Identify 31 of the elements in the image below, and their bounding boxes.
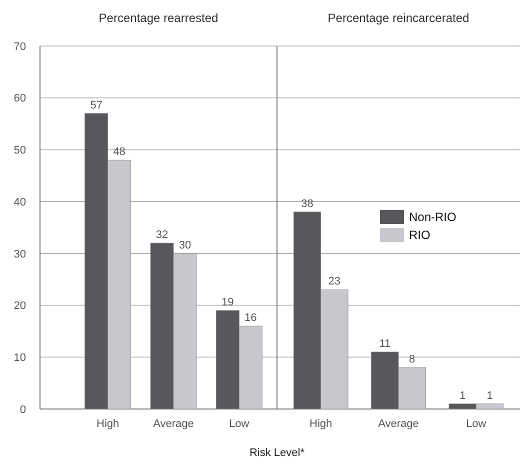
data-label: 30 [178, 239, 192, 252]
x-tick-label: Low [229, 418, 250, 430]
x-tick-label: Low [466, 418, 486, 430]
y-tick-label: 30 [14, 248, 26, 260]
data-label: 11 [379, 338, 391, 350]
y-tick-label: 70 [14, 40, 26, 53]
y-tick-label: 60 [14, 92, 26, 105]
x-tick-label: Average [378, 418, 419, 430]
data-label: 16 [244, 312, 257, 324]
data-label: 23 [328, 276, 341, 288]
legend-label: RIO [409, 228, 430, 242]
data-label: 32 [156, 229, 168, 242]
x-tick-label: High [310, 418, 332, 430]
y-tick-label: 40 [14, 196, 26, 208]
x-axis-title: Risk Level* [249, 447, 306, 459]
data-label: 1 [460, 390, 466, 402]
y-tick-label: 0 [20, 404, 26, 416]
chart-title: Percentage rearrested [98, 11, 218, 25]
y-tick-label: 20 [14, 300, 26, 312]
data-label: 38 [301, 198, 314, 210]
x-tick-label: High [96, 418, 120, 430]
y-tick-label: 10 [14, 352, 26, 364]
x-tick-label: Average [153, 418, 194, 430]
data-label: 8 [409, 354, 416, 366]
data-label: 1 [486, 390, 493, 402]
data-label: 19 [222, 296, 234, 308]
y-tick-label: 50 [14, 144, 26, 157]
data-label: 57 [90, 99, 102, 112]
chart-title: Percentage reincarcerated [328, 11, 470, 25]
data-label: 48 [113, 146, 126, 158]
legend-label: Non-RIO [409, 210, 456, 224]
